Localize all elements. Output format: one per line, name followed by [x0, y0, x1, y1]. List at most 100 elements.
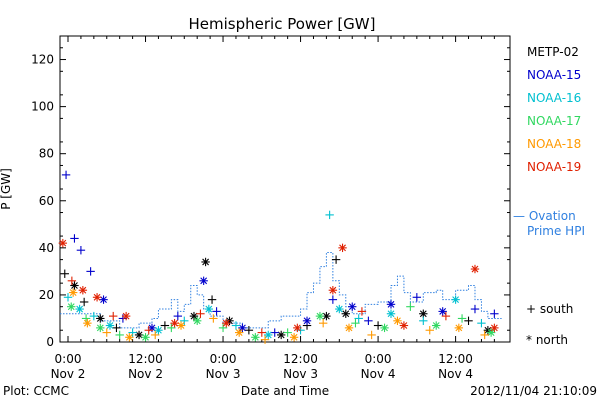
marker-stroke: [400, 322, 408, 329]
x-tick-label-time: 12:00: [283, 352, 318, 366]
data-point-north: [170, 318, 179, 328]
legend-entry-noaa-19: NOAA-19: [527, 160, 581, 174]
data-point-north: [432, 321, 441, 330]
data-point-north: [380, 323, 389, 333]
marker-stroke: [419, 310, 427, 318]
plot-timestamp: 2012/11/04 21:10:09: [470, 384, 597, 398]
data-point-south: [425, 326, 434, 335]
data-point-south: [244, 326, 254, 335]
data-point-south: [331, 255, 341, 264]
marker-stroke: [293, 324, 301, 332]
series-metp-02: [60, 255, 493, 340]
series-noaa-17: [67, 302, 496, 342]
marker-stroke: [93, 293, 101, 301]
data-point-north: [141, 333, 150, 342]
data-point-south: [63, 293, 73, 302]
legend-north: * north: [526, 333, 568, 347]
y-tick-label: 0: [46, 335, 54, 349]
data-point-north: [335, 304, 344, 314]
data-point-south: [79, 297, 89, 307]
ovation-hpi-line: [60, 252, 502, 329]
marker-stroke: [264, 331, 272, 339]
marker-stroke: [277, 331, 285, 339]
data-point-north: [251, 333, 260, 342]
data-point-south: [412, 293, 422, 302]
chart-title: Hemispheric Power [GW]: [189, 15, 376, 33]
data-point-south: [480, 330, 489, 340]
data-point-north: [419, 309, 428, 318]
data-point-north: [68, 288, 78, 297]
data-point-south: [76, 246, 86, 255]
marker-stroke: [106, 322, 114, 329]
data-point-north: [438, 307, 447, 316]
marker-stroke: [387, 310, 395, 318]
x-tick-label-date: Nov 3: [283, 367, 318, 381]
data-point-north: [70, 281, 79, 290]
data-point-north: [222, 318, 231, 328]
marker-stroke: [96, 324, 104, 332]
ovation-hpi-layer: [60, 252, 502, 329]
data-points-layer: [58, 170, 499, 344]
marker-stroke: [316, 312, 324, 320]
data-point-south: [457, 314, 467, 323]
data-point-south: [86, 267, 95, 276]
y-tick-label: 40: [39, 241, 54, 255]
marker-stroke: [490, 324, 498, 332]
marker-stroke: [303, 317, 311, 325]
data-point-south: [354, 314, 363, 323]
x-tick-label-time: 0:00: [210, 352, 237, 366]
marker-stroke: [322, 312, 330, 320]
data-point-north: [176, 321, 186, 330]
data-point-south: [367, 330, 376, 340]
marker-stroke: [142, 333, 149, 341]
x-tick-label-date: Nov 4: [438, 367, 473, 381]
legend-entry-noaa-18: NOAA-18: [527, 137, 581, 151]
data-point-north: [293, 323, 302, 333]
marker-stroke: [100, 296, 107, 304]
marker-stroke: [452, 296, 460, 304]
marker-stroke: [67, 303, 75, 311]
data-point-south: [115, 330, 124, 340]
data-point-south: [257, 328, 266, 337]
data-point-north: [348, 302, 357, 311]
marker-stroke: [71, 282, 78, 289]
x-tick-label-date: Nov 3: [206, 367, 241, 381]
marker-stroke: [76, 305, 84, 313]
data-point-south: [328, 295, 338, 304]
data-point-south: [112, 323, 121, 333]
data-point-north: [238, 323, 247, 333]
data-point-south: [373, 321, 383, 330]
marker-stroke: [339, 244, 346, 252]
marker-stroke: [155, 326, 162, 334]
data-point-south: [207, 295, 217, 304]
data-point-north: [344, 323, 354, 333]
data-point-north: [121, 311, 131, 321]
data-point-north: [386, 309, 396, 318]
marker-stroke: [96, 315, 104, 322]
y-tick-label: 20: [39, 288, 54, 302]
marker-stroke: [345, 324, 353, 332]
y-axis: 0 20 40 60 80 100 120: [31, 47, 510, 349]
data-point-north: [78, 286, 88, 295]
data-point-north: [193, 316, 202, 326]
data-point-south: [231, 321, 241, 330]
marker-stroke: [202, 258, 210, 266]
data-point-south: [173, 311, 183, 321]
data-point-south: [196, 309, 205, 318]
marker-stroke: [83, 319, 91, 327]
legend-entry-noaa-17: NOAA-17: [527, 114, 581, 128]
data-point-south: [218, 323, 228, 333]
data-point-north: [399, 321, 409, 330]
data-point-south: [441, 311, 451, 321]
data-point-north: [486, 328, 496, 337]
marker-stroke: [387, 300, 395, 308]
y-tick-label: 60: [39, 194, 54, 208]
data-point-south: [477, 318, 486, 328]
data-point-south: [283, 328, 292, 337]
marker-stroke: [432, 322, 440, 329]
data-point-south: [351, 318, 360, 328]
data-point-south: [60, 269, 69, 278]
data-point-south: [357, 307, 367, 316]
legend-entry-noaa-15: NOAA-15: [527, 68, 581, 82]
